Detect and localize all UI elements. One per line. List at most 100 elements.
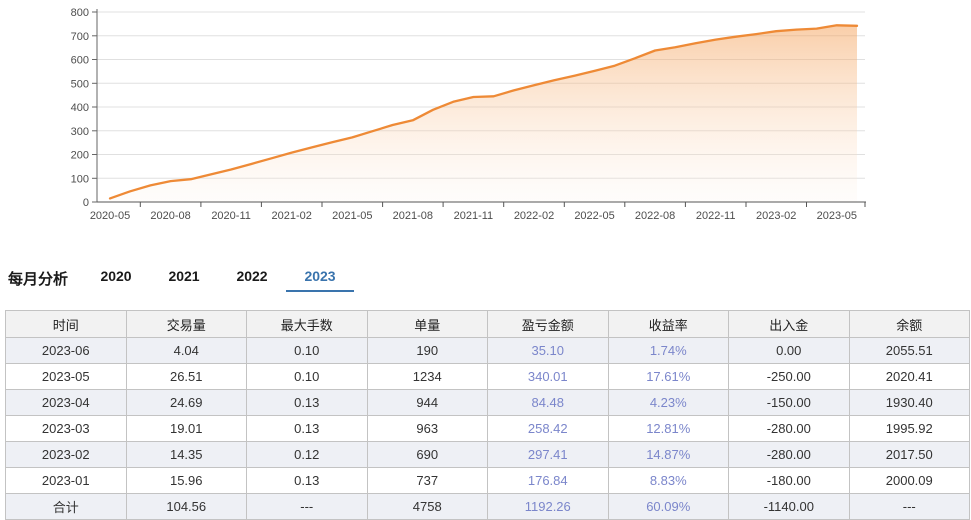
x-axis-label: 2020-08	[150, 210, 190, 222]
x-axis-label: 2023-02	[756, 210, 796, 222]
table-cell: 2023-04	[5, 389, 127, 416]
x-axis-label: 2021-11	[454, 210, 494, 222]
table-cell: 1.74%	[607, 337, 729, 364]
table-cell: 0.13	[246, 467, 368, 494]
column-header: 收益率	[607, 310, 729, 338]
table-cell: 60.09%	[607, 493, 729, 520]
table-cell: 2017.50	[848, 441, 970, 468]
column-header: 盈亏金额	[487, 310, 609, 338]
table-cell: 14.35	[125, 441, 247, 468]
table-cell: -280.00	[728, 415, 850, 442]
table-cell: 190	[366, 337, 488, 364]
y-axis-label: 300	[71, 126, 89, 138]
monthly-analysis-bar: 每月分析 2020 2021 2022 2023	[8, 266, 355, 292]
table-cell: 2023-03	[5, 415, 127, 442]
tab-2022[interactable]: 2022	[236, 268, 268, 284]
table-cell: 340.01	[487, 363, 609, 390]
y-axis-label: 200	[71, 150, 89, 162]
chart-area	[110, 25, 857, 202]
table-cell: 26.51	[125, 363, 247, 390]
y-axis-label: 0	[83, 197, 89, 209]
column-header: 交易量	[125, 310, 247, 338]
table-cell: ---	[848, 493, 970, 520]
table-cell: -1140.00	[728, 493, 850, 520]
table-cell: 2055.51	[848, 337, 970, 364]
table-cell: 2023-02	[5, 441, 127, 468]
year-tabs: 2020 2021 2022 2023	[82, 266, 355, 292]
table-row: 2023-04 24.69 0.13 944 84.48 4.23% -150.00 1930…	[5, 389, 970, 416]
table-cell: 4.04	[125, 337, 247, 364]
y-axis-label: 100	[71, 173, 89, 185]
table-cell: 15.96	[125, 467, 247, 494]
tab-2023[interactable]: 2023	[286, 266, 355, 292]
table-row: 2023-02 14.35 0.12 690 297.41 14.87% -280.00 20…	[5, 441, 970, 468]
table-cell: -180.00	[728, 467, 850, 494]
table-cell: 0.10	[246, 363, 368, 390]
table-cell: 2020.41	[848, 363, 970, 390]
table-cell: 8.83%	[607, 467, 729, 494]
tab-2020[interactable]: 2020	[100, 268, 132, 284]
x-axis-label: 2021-05	[332, 210, 372, 222]
table-cell: 14.87%	[607, 441, 729, 468]
table-header: 时间 交易量 最大手数 单量 盈亏金额 收益率 出入金 余额	[5, 310, 970, 338]
chart-plot-area: 0 100 200 300 400 500 600 700 800 2020-05 2020-08 2…	[71, 7, 866, 222]
table-row: 2023-03 19.01 0.13 963 258.42 12.81% -280.00 19…	[5, 415, 970, 442]
table-row: 2023-01 15.96 0.13 737 176.84 8.83% -180.00 200…	[5, 467, 970, 494]
cumulative-area-chart: 0 100 200 300 400 500 600 700 800 2020-05 2020-08 2…	[0, 0, 971, 230]
table-row: 2023-06 4.04 0.10 190 35.10 1.74% 0.00 2055.51	[5, 337, 970, 364]
table-cell: 2023-01	[5, 467, 127, 494]
table-cell: -280.00	[728, 441, 850, 468]
x-axis-label: 2022-08	[635, 210, 675, 222]
table-cell: 1930.40	[848, 389, 970, 416]
tab-2021[interactable]: 2021	[168, 268, 200, 284]
table-cell: 944	[366, 389, 488, 416]
column-header: 时间	[5, 310, 127, 338]
table-cell: 0.12	[246, 441, 368, 468]
table-cell: 4.23%	[607, 389, 729, 416]
y-axis-label: 500	[71, 78, 89, 90]
y-axis-label: 800	[71, 7, 89, 19]
table-cell: 0.13	[246, 389, 368, 416]
table-cell: 合计	[5, 493, 127, 520]
table-cell: 2023-05	[5, 363, 127, 390]
table-cell: 104.56	[125, 493, 247, 520]
table-cell: 258.42	[487, 415, 609, 442]
table-row-total: 合计 104.56 --- 4758 1192.26 60.09% -1140.00 ---	[5, 493, 970, 520]
x-axis-label: 2023-05	[817, 210, 857, 222]
x-axis-label: 2020-05	[90, 210, 130, 222]
table-cell: 1995.92	[848, 415, 970, 442]
x-axis-label: 2022-11	[696, 210, 736, 222]
column-header: 余额	[848, 310, 970, 338]
y-axis-label: 400	[71, 102, 89, 114]
column-header: 出入金	[728, 310, 850, 338]
column-header: 最大手数	[246, 310, 368, 338]
x-axis-label: 2022-05	[574, 210, 614, 222]
x-axis-label: 2020-11	[211, 210, 251, 222]
table-cell: 176.84	[487, 467, 609, 494]
table-cell: ---	[246, 493, 368, 520]
table-cell: 690	[366, 441, 488, 468]
table-cell: 12.81%	[607, 415, 729, 442]
table-body: 2023-06 4.04 0.10 190 35.10 1.74% 0.00 2055.51 2…	[5, 337, 970, 520]
table-cell: 4758	[366, 493, 488, 520]
table-cell: 24.69	[125, 389, 247, 416]
table-cell: 35.10	[487, 337, 609, 364]
table-cell: 0.13	[246, 415, 368, 442]
section-title: 每月分析	[8, 271, 69, 288]
x-axis-label: 2021-08	[393, 210, 433, 222]
table-cell: 17.61%	[607, 363, 729, 390]
table-row: 2023-05 26.51 0.10 1234 340.01 17.61% -250.00 2…	[5, 363, 970, 390]
x-axis-label: 2022-02	[514, 210, 554, 222]
table-cell: -250.00	[728, 363, 850, 390]
table-cell: 84.48	[487, 389, 609, 416]
y-axis-label: 700	[71, 31, 89, 43]
monthly-stats-table: 时间 交易量 最大手数 单量 盈亏金额 收益率 出入金 余额 2023-06 4.04 0.10 1…	[5, 310, 970, 520]
y-axis-label: 600	[71, 55, 89, 67]
table-cell: 1234	[366, 363, 488, 390]
table-cell: 2023-06	[5, 337, 127, 364]
table-cell: 0.00	[728, 337, 850, 364]
table-cell: 737	[366, 467, 488, 494]
chart-svg: 0 100 200 300 400 500 600 700 800 2020-05 2020-08 2…	[71, 7, 866, 222]
table-cell: 0.10	[246, 337, 368, 364]
